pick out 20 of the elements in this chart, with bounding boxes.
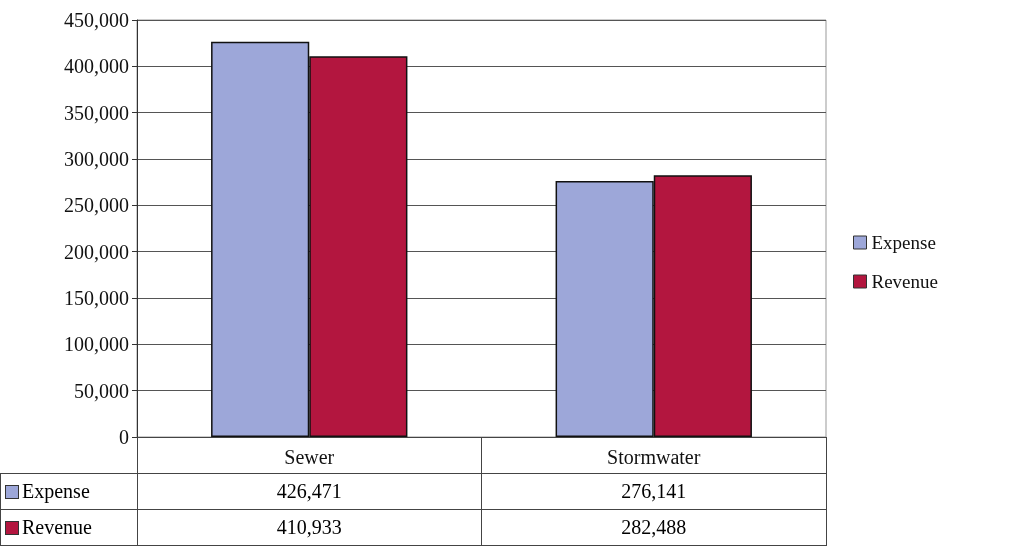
data-label: 282,488: [481, 509, 826, 546]
legend-label: Revenue: [871, 271, 938, 292]
y-tick-label: 50,000: [74, 379, 129, 402]
y-tick-label: 250,000: [64, 194, 129, 217]
y-tick-label: 0: [119, 426, 129, 448]
y-tick-label: 300,000: [64, 148, 129, 170]
y-tick-label: 100,000: [64, 333, 129, 356]
text: Revenue: [22, 516, 92, 538]
y-tick-label: 350,000: [64, 101, 129, 124]
text: Expense: [871, 232, 936, 253]
data-label: 426,471: [137, 473, 482, 510]
y-tick-label: 200,000: [64, 240, 129, 263]
legend-label: Expense: [22, 480, 90, 502]
y-tick-label: 400,000: [64, 55, 129, 78]
x-tick-label: Sewer: [284, 446, 335, 468]
y-tick-label: 150,000: [64, 287, 129, 309]
y-tick-label: 450,000: [64, 9, 129, 31]
data-label: 276,141: [481, 473, 826, 510]
data-label: 410,933: [137, 509, 482, 546]
x-tick-label: Stormwater: [607, 446, 701, 468]
